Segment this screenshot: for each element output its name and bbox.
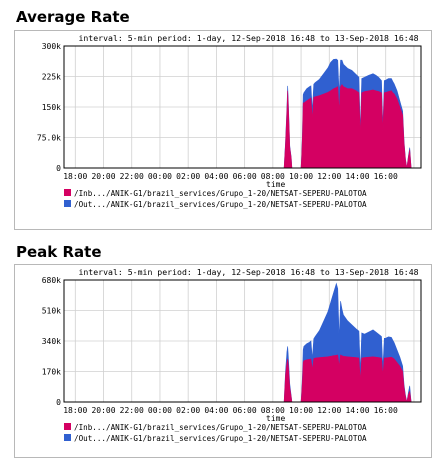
chart1-xtick-label-2: 22:00 <box>120 172 144 181</box>
peak-rate-title: Peak Rate <box>16 243 102 261</box>
chart1-legend-swatch-0 <box>64 189 71 196</box>
chart2-xtick-label-4: 02:00 <box>176 406 200 415</box>
chart2-ytick-label-2: 340k <box>42 337 61 346</box>
chart1-header: interval: 5-min period: 1-day, 12-Sep-20… <box>78 33 418 43</box>
chart1-ytick-label-0: 0 <box>56 164 61 173</box>
chart1-ytick-label-1: 75.0k <box>37 134 61 143</box>
chart2-xtick-label-8: 10:00 <box>289 406 313 415</box>
chart1-legend-swatch-1 <box>64 200 71 207</box>
chart2-xtick-label-6: 06:00 <box>233 406 257 415</box>
chart1-xtick-label-11: 16:00 <box>374 172 398 181</box>
chart1-xtick-label-1: 20:00 <box>91 172 115 181</box>
chart1-xtick-label-8: 10:00 <box>289 172 313 181</box>
chart2-legend-swatch-0 <box>64 423 71 430</box>
chart2-ytick-label-0: 0 <box>56 398 61 407</box>
chart2-ytick-label-1: 170k <box>42 368 61 377</box>
chart1-xtick-label-6: 06:00 <box>233 172 257 181</box>
chart1-xtick-label-0: 18:00 <box>63 172 87 181</box>
chart2-xtick-label-2: 22:00 <box>120 406 144 415</box>
chart2-xtick-label-0: 18:00 <box>63 406 87 415</box>
average-rate-title: Average Rate <box>16 8 130 26</box>
chart2-xtick-label-3: 00:00 <box>148 406 172 415</box>
chart1-xtick-label-3: 00:00 <box>148 172 172 181</box>
chart2-legend-label-1: /Out.../ANIK-G1/brazil_services/Grupo_1-… <box>74 434 367 443</box>
chart2-xtick-label-5: 04:00 <box>204 406 228 415</box>
chart1-ytick-label-4: 300k <box>42 42 61 51</box>
chart1-legend-label-0: /Inb.../ANIK-G1/brazil_services/Grupo_1-… <box>74 189 367 198</box>
chart2-ytick-label-3: 510k <box>42 307 61 316</box>
chart1-legend-label-1: /Out.../ANIK-G1/brazil_services/Grupo_1-… <box>74 200 367 209</box>
chart2-ytick-label-4: 680k <box>42 276 61 285</box>
chart2-xlabel: time <box>266 414 285 423</box>
chart2-legend-swatch-1 <box>64 434 71 441</box>
chart2-legend-label-0: /Inb.../ANIK-G1/brazil_services/Grupo_1-… <box>74 423 367 432</box>
chart2-xtick-label-10: 14:00 <box>345 406 369 415</box>
chart1-ytick-label-2: 150k <box>42 103 61 112</box>
chart2-xtick-label-9: 12:00 <box>317 406 341 415</box>
chart2-series-inbound <box>284 355 411 402</box>
chart2-xtick-label-11: 16:00 <box>374 406 398 415</box>
chart2-xtick-label-1: 20:00 <box>91 406 115 415</box>
chart1-xtick-label-10: 14:00 <box>345 172 369 181</box>
chart1-xtick-label-4: 02:00 <box>176 172 200 181</box>
chart1-xtick-label-5: 04:00 <box>204 172 228 181</box>
chart1-xlabel: time <box>266 180 285 189</box>
chart1-ytick-label-3: 225k <box>42 73 61 82</box>
peak-rate-chart: interval: 5-min period: 1-day, 12-Sep-20… <box>14 264 434 459</box>
average-rate-chart: interval: 5-min period: 1-day, 12-Sep-20… <box>14 30 434 230</box>
chart1-xtick-label-9: 12:00 <box>317 172 341 181</box>
chart2-header: interval: 5-min period: 1-day, 12-Sep-20… <box>78 267 418 277</box>
